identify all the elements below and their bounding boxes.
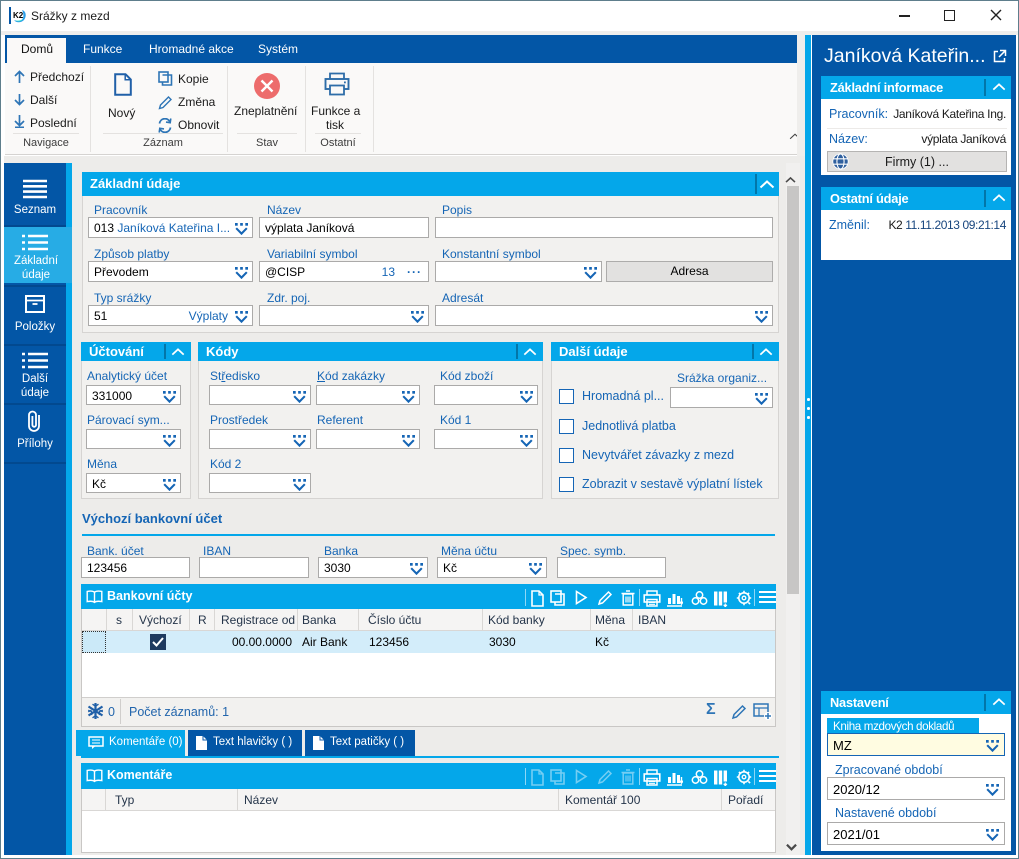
svg-text:K2: K2 — [13, 11, 24, 20]
